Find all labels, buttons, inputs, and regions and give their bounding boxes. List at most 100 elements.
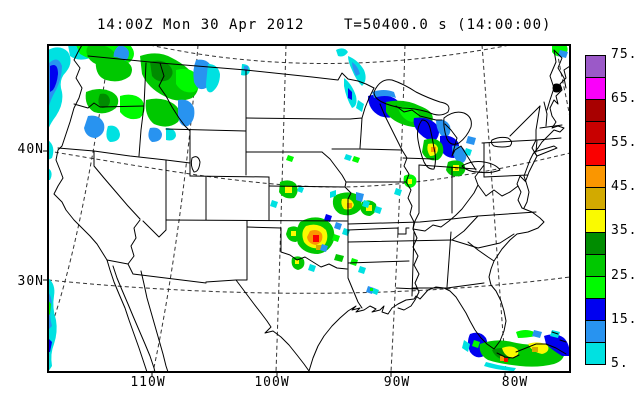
wa-or-border [73, 102, 145, 109]
radar-echo [348, 88, 352, 100]
ks-ne-border [268, 185, 346, 188]
colorbar-cell [585, 121, 606, 145]
nm-tx-border [235, 220, 248, 281]
colorbar-cell [585, 275, 606, 299]
radar-echo [532, 347, 538, 352]
colorbar-cell [585, 187, 606, 211]
state-borders [53, 45, 570, 372]
radar-echo [436, 119, 451, 138]
colorbar-cell [585, 77, 606, 101]
il-in-border [412, 164, 420, 230]
radar-echo [356, 100, 364, 112]
ar-mo-border [347, 227, 410, 235]
radar-echo [297, 186, 304, 193]
latitude-label: 40N [17, 142, 44, 157]
nd-sd-border [245, 117, 333, 120]
radar-echo [330, 190, 336, 198]
chesapeake-delmarva [516, 175, 530, 209]
radar-echo [291, 231, 296, 236]
mt-wy-border [165, 128, 247, 132]
ohio-river [412, 164, 485, 232]
radar-echo [532, 330, 542, 338]
baja-west-coast [106, 259, 148, 372]
longitude-label: 110W [130, 375, 166, 390]
colorbar-cell [585, 99, 606, 123]
radar-echo [286, 155, 294, 162]
radar-echo [166, 128, 176, 141]
radar-echo [334, 254, 344, 262]
mn-ia-border [331, 148, 403, 151]
va-nc-border [477, 211, 537, 217]
nj-pa-delaware-river [525, 139, 538, 181]
radar-echo [358, 266, 366, 274]
radar-echo [324, 214, 332, 222]
radar-echo [398, 106, 420, 122]
pa-ny-border [481, 139, 537, 144]
ms-al-border [411, 231, 415, 297]
longitude-label: 80W [501, 375, 529, 390]
colorbar-label: 55. [611, 135, 638, 150]
radar-echo [372, 288, 379, 295]
cuba-coast [515, 343, 567, 355]
line-42n [57, 147, 191, 164]
gridline-40n [48, 150, 570, 188]
id-mt-border [158, 62, 191, 132]
map-frame [47, 44, 571, 373]
radar-echo [370, 288, 373, 291]
colorbar-label: 45. [611, 179, 638, 194]
colorbar-cell [585, 231, 606, 255]
radar-echo [342, 228, 350, 236]
tn-nc-border [451, 215, 479, 241]
radar-echo [308, 264, 316, 272]
radar-echo [462, 340, 470, 352]
radar-echo [106, 125, 120, 142]
ga-fl-border [446, 282, 485, 289]
radar-echo [295, 260, 299, 264]
la-ms-border [395, 287, 418, 290]
gridline-90w [390, 45, 406, 372]
mn-wi-border [379, 103, 403, 151]
radar-echo [150, 60, 173, 82]
al-ga-border [446, 231, 452, 288]
colorbar-cell [585, 341, 606, 365]
radar-echo [350, 258, 358, 266]
colorbar-cell [585, 55, 606, 79]
us-mexico-border-west [106, 219, 237, 284]
ar-la-border [347, 260, 410, 264]
gridline-50n [149, 45, 511, 64]
radar-echo [320, 244, 328, 252]
latitude-label: 30N [17, 274, 44, 289]
radar-echo [362, 200, 370, 208]
colorbar-cell [585, 319, 606, 343]
radar-echo [352, 156, 360, 163]
radar-echo [313, 235, 319, 242]
gulf-atlantic-coast [308, 207, 545, 372]
radar-echo [408, 179, 412, 184]
gridline-30n [48, 276, 570, 294]
radar-echo [50, 65, 58, 92]
line-37n [165, 219, 348, 222]
bahamas-islands [551, 331, 567, 343]
colorbar-label: 25. [611, 268, 638, 283]
radar-echo [472, 340, 480, 348]
colorbar-cell [585, 143, 606, 167]
gridline-100w [275, 45, 287, 372]
mexico-mainland-coast [140, 270, 169, 372]
lake-ontario [490, 136, 513, 148]
gridline-120w [49, 45, 111, 331]
maine-coast [549, 65, 570, 109]
wv-borders [477, 184, 519, 197]
colorbar-cell [585, 253, 606, 277]
plot-timestamp: 14:00Z Mon 30 Apr 2012 [97, 17, 305, 33]
tn-ky-border [347, 215, 479, 225]
pa-md-border [483, 174, 529, 178]
canada-border [87, 55, 375, 89]
lake-huron [443, 111, 472, 145]
radar-echo [98, 93, 110, 108]
radar-echo [120, 94, 145, 120]
radar-echo [285, 186, 292, 193]
florida-keys [496, 352, 520, 359]
ny-vt-border [535, 105, 541, 141]
